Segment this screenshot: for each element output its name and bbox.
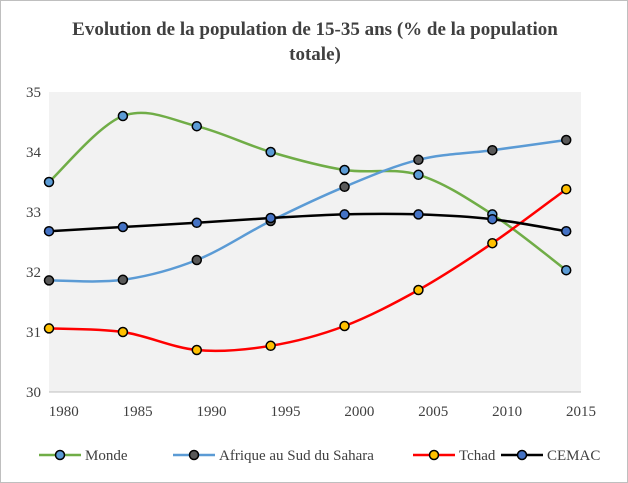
data-point	[560, 134, 572, 146]
data-point	[117, 274, 129, 286]
x-tick-label: 2005	[418, 404, 448, 420]
x-tick-label: 2000	[344, 404, 374, 420]
legend-item: CEMAC	[501, 448, 600, 464]
plot-area	[49, 92, 581, 392]
data-point	[265, 146, 276, 158]
data-point	[560, 264, 572, 276]
legend-item: Tchad	[413, 448, 496, 464]
data-point	[43, 275, 55, 286]
y-tick-label: 30	[26, 385, 41, 401]
series-markers	[43, 110, 572, 356]
legend-label: Monde	[85, 448, 128, 464]
x-tick-label: 1990	[197, 404, 227, 420]
data-point	[191, 217, 203, 229]
legend-marker	[428, 449, 440, 461]
data-point	[413, 209, 424, 220]
x-tick-label: 1995	[270, 404, 300, 420]
y-tick-label: 31	[26, 325, 41, 341]
data-point	[413, 154, 424, 166]
data-point	[560, 225, 572, 237]
legend-label: Afrique au Sud du Sahara	[219, 448, 374, 464]
y-tick-label: 35	[26, 85, 41, 101]
data-point	[413, 169, 424, 181]
data-point	[487, 213, 498, 225]
data-point	[560, 183, 572, 195]
data-point	[339, 181, 350, 193]
data-point	[339, 320, 350, 332]
legend-marker	[516, 449, 528, 461]
legend-item: Afrique au Sud du Sahara	[173, 448, 374, 464]
data-point	[191, 344, 203, 356]
y-tick-label: 34	[26, 145, 42, 161]
data-point	[43, 225, 55, 237]
y-tick-label: 32	[26, 265, 41, 281]
x-tick-label: 1985	[123, 404, 153, 420]
x-tick-label: 1980	[49, 404, 79, 420]
x-tick-label: 2015	[566, 404, 596, 420]
data-point	[43, 176, 55, 188]
data-point	[487, 144, 498, 156]
series-line	[48, 138, 567, 283]
data-point	[339, 164, 350, 176]
data-point	[117, 110, 129, 122]
legend-marker	[188, 449, 200, 461]
legend: Monde Afrique au Sud du Sahara Tchad CEMAC	[39, 448, 600, 464]
legend-label: CEMAC	[547, 448, 600, 464]
data-point	[191, 254, 203, 266]
data-point	[265, 340, 276, 352]
data-point	[117, 221, 129, 233]
data-point	[265, 212, 276, 224]
data-point	[413, 284, 424, 296]
data-point	[487, 237, 498, 249]
legend-item: Monde	[39, 448, 128, 464]
y-tick-label: 33	[26, 205, 41, 221]
x-tick-label: 2010	[492, 404, 522, 420]
data-point	[43, 323, 55, 334]
legend-marker	[54, 449, 66, 461]
data-point	[191, 120, 203, 132]
axes: 30 31 32 33 34 35 1980 1985 1990 1995 2000 2005 2010…	[26, 85, 596, 420]
chart-title: Evolution de la population de 15-35 ans …	[72, 19, 558, 65]
data-point	[339, 209, 350, 220]
series-line	[48, 212, 567, 233]
legend-label: Tchad	[459, 448, 496, 464]
data-point	[117, 326, 129, 338]
